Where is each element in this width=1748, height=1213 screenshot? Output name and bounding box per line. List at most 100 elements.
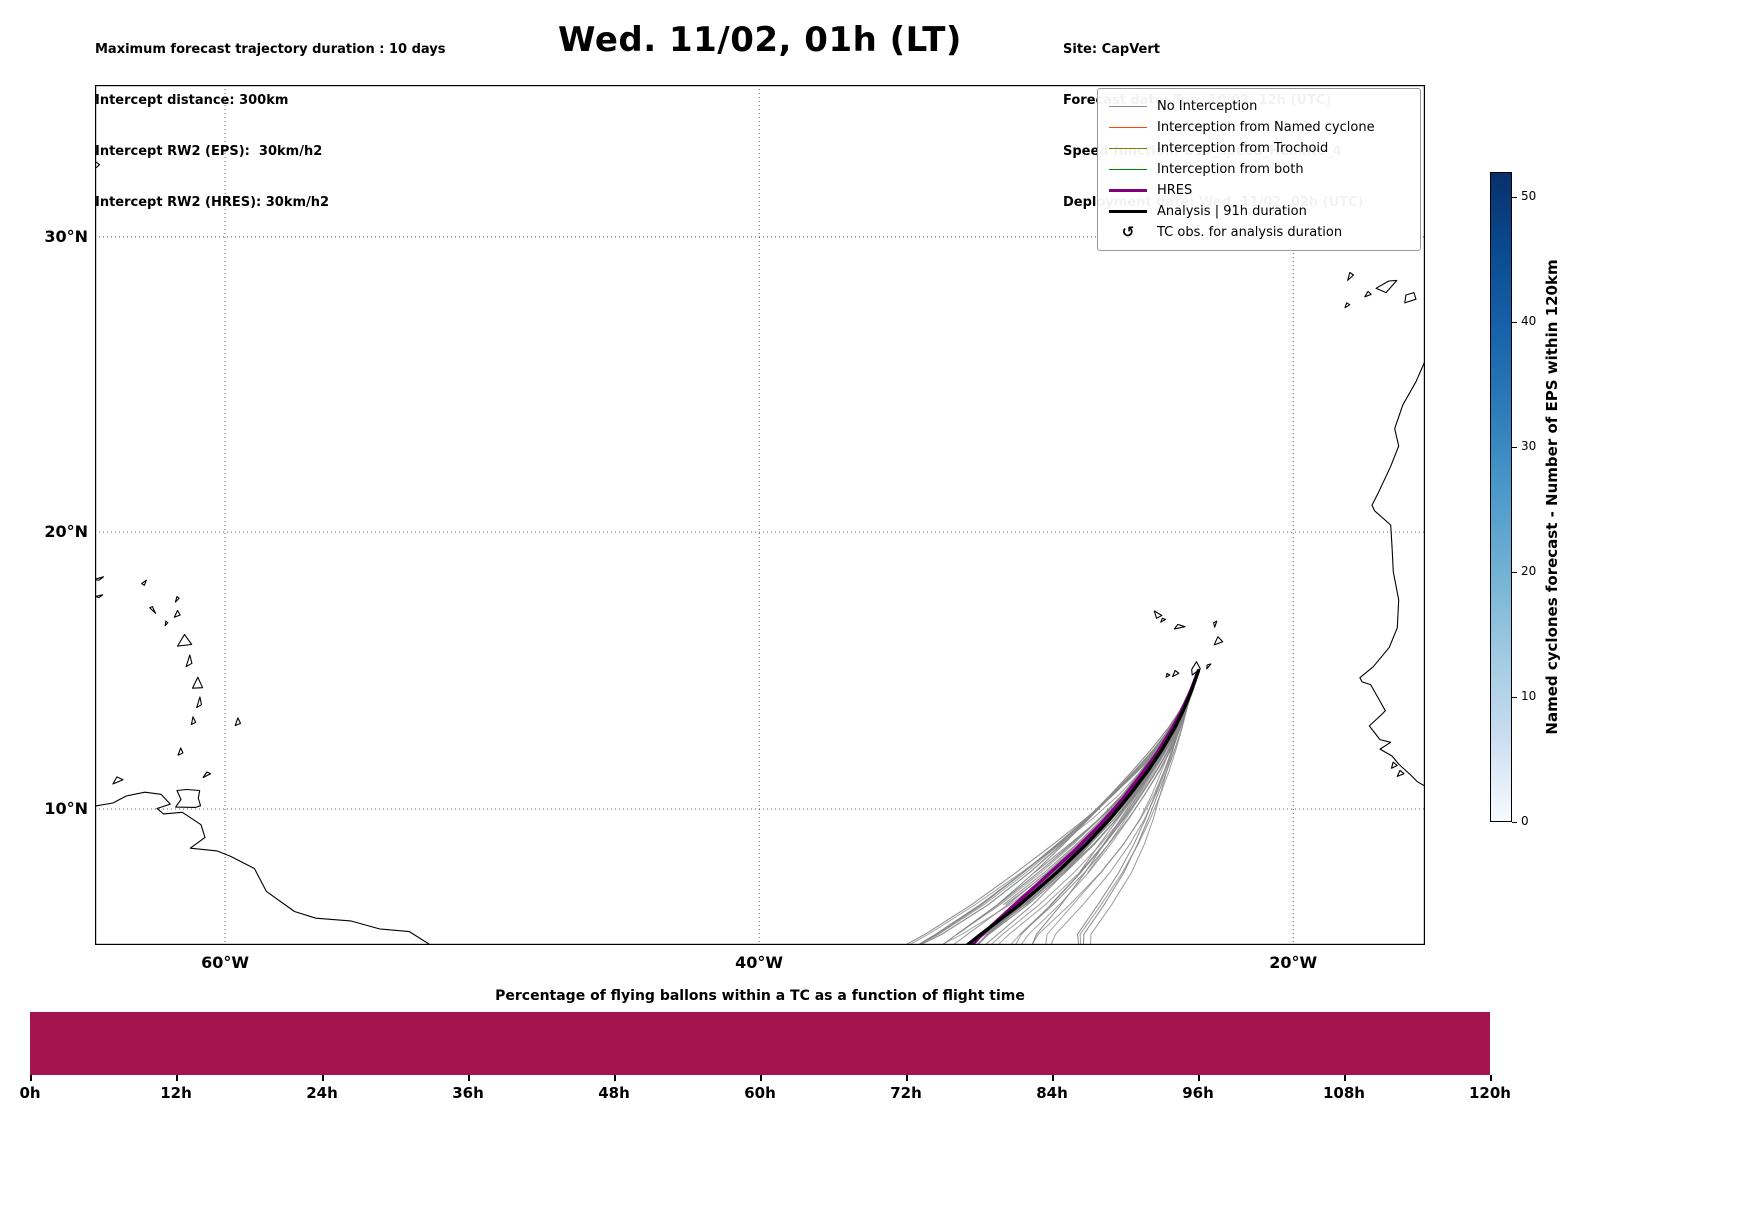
map-frame [95, 85, 1425, 945]
param-site: Site: CapVert [1063, 42, 1160, 57]
colorbar-tick [1512, 571, 1517, 573]
flight-time-tick [176, 1075, 178, 1081]
coastline-antigua [173, 609, 181, 618]
lat-tick-label: 20°N [44, 522, 88, 542]
flight-time-tick [1052, 1075, 1054, 1081]
coastline-st-croix [95, 594, 104, 599]
legend-item-label: Analysis | 91h duration [1157, 204, 1307, 219]
flight-time-tick-label: 72h [890, 1084, 922, 1102]
legend-item-label: Interception from Trochoid [1157, 141, 1329, 156]
param-intercept-distance: Intercept distance: 300km [95, 93, 289, 108]
colorbar-tick [1512, 446, 1517, 448]
flight-time-tick [30, 1075, 32, 1081]
eps-trajectory [969, 670, 1199, 945]
eps-trajectory [1014, 670, 1199, 945]
legend-item: Analysis | 91h duration [1108, 201, 1410, 222]
coastline-dominica [185, 654, 193, 668]
flight-time-tick-label: 60h [744, 1084, 776, 1102]
flight-time-tick [906, 1075, 908, 1081]
green-line-icon [1108, 168, 1148, 171]
legend-item-label: Interception from Named cyclone [1157, 120, 1375, 135]
flight-time-tick-label: 36h [452, 1084, 484, 1102]
trajectory-map [95, 85, 1425, 945]
flight-time-tick [468, 1075, 470, 1081]
eps-trajectory [1009, 670, 1199, 945]
coastline-cv-fogo [1171, 669, 1180, 678]
figure-title: Wed. 11/02, 01h (LT) [558, 20, 962, 60]
flight-time-tick [760, 1075, 762, 1081]
trajectory-map-panel: No Interception Interception from Named c… [95, 85, 1425, 945]
coastline-south-america [95, 791, 432, 945]
coastline-guadeloupe [176, 633, 193, 647]
colorbar-tick [1512, 821, 1517, 823]
colorbar-tick-label: 50 [1521, 189, 1537, 203]
legend-item: ↺ TC obs. for analysis duration [1108, 222, 1410, 243]
coastline-trinidad [175, 788, 202, 808]
lon-tick-label: 40°W [735, 953, 784, 972]
colorbar-tick [1512, 321, 1517, 323]
colorbar-tick-label: 30 [1521, 439, 1537, 453]
colorbar-tick [1512, 196, 1517, 198]
black-line-icon [1108, 209, 1148, 214]
coastline-cv-maio [1206, 663, 1212, 670]
eps-trajectory [904, 670, 1199, 945]
colorbar-tick-label: 10 [1521, 689, 1537, 703]
coastline-st-vincent [190, 716, 197, 726]
purple-line-icon [1108, 188, 1148, 193]
trajectory-layer [904, 669, 1201, 945]
flight-time-tick [322, 1075, 324, 1081]
legend-item: Interception from both [1108, 159, 1410, 180]
coastline-barbados [234, 717, 242, 727]
coastline-bijagos-1 [1396, 769, 1405, 777]
coastline-cn-tenerife [1375, 279, 1398, 294]
colorbar-tick [1512, 696, 1517, 698]
eps-trajectory [1019, 670, 1199, 935]
colorbar [1490, 172, 1512, 822]
map-legend: No Interception Interception from Named c… [1097, 88, 1421, 251]
flight-time-tick-label: 48h [598, 1084, 630, 1102]
gray-line-icon [1108, 105, 1148, 108]
legend-item-label: Interception from both [1157, 162, 1304, 177]
coastline-africa [1359, 360, 1425, 787]
coastline-montserrat [164, 620, 169, 627]
param-max-duration: Maximum forecast trajectory duration : 1… [95, 42, 446, 57]
coastline-cv-sal [1213, 620, 1218, 628]
coastline-virgin-islands [95, 576, 105, 581]
flight-bar-title: Percentage of flying ballons within a TC… [495, 988, 1025, 1004]
legend-item: HRES [1108, 180, 1410, 201]
tc-obs-icon: ↺ [1121, 223, 1135, 241]
lat-tick-label: 10°N [44, 798, 88, 818]
colorbar-tick-label: 40 [1521, 314, 1537, 328]
param-intercept-rw2-eps: Intercept RW2 (EPS): 30km/h2 [95, 144, 323, 159]
coastline-cv-sao-vicente [1160, 617, 1167, 623]
flight-time-tick-label: 0h [19, 1084, 41, 1102]
flight-time-tick-label: 12h [160, 1084, 192, 1102]
legend-item-label: No Interception [1157, 99, 1258, 114]
coastline-bijagos-2 [1390, 761, 1398, 769]
flight-time-tick [1198, 1075, 1200, 1081]
legend-item-label: TC obs. for analysis duration [1157, 225, 1343, 240]
coastline-cn-gran-canaria [1404, 292, 1417, 304]
coastline-st-lucia [196, 696, 203, 709]
flight-time-tick-label: 84h [1036, 1084, 1068, 1102]
orangered-line-icon [1108, 126, 1148, 129]
lon-tick-label: 20°W [1269, 953, 1318, 972]
eps-trajectory [975, 670, 1199, 945]
legend-item: Interception from Named cyclone [1108, 117, 1410, 138]
coastline-st-kitts [149, 606, 157, 614]
coastline-cv-boa-vista [1213, 636, 1224, 646]
flight-time-tick-label: 24h [306, 1084, 338, 1102]
coastline-cn-el-hierro [1344, 302, 1351, 309]
coastline-anguilla-st-martin [141, 579, 147, 586]
coastline-barbuda [174, 595, 180, 603]
flight-time-tick-label: 96h [1182, 1084, 1214, 1102]
lon-tick-label: 60°W [201, 953, 249, 972]
coastline-margarita [112, 776, 124, 785]
header-left-params: Maximum forecast trajectory duration : 1… [95, 7, 446, 245]
flight-time-tick-label: 108h [1323, 1084, 1365, 1102]
colorbar-tick-label: 20 [1521, 564, 1537, 578]
olive-line-icon [1108, 147, 1148, 150]
colorbar-label: Named cyclones forecast - Number of EPS … [1543, 259, 1561, 735]
eps-trajectory [1005, 670, 1199, 906]
coastline-tobago [202, 771, 212, 779]
